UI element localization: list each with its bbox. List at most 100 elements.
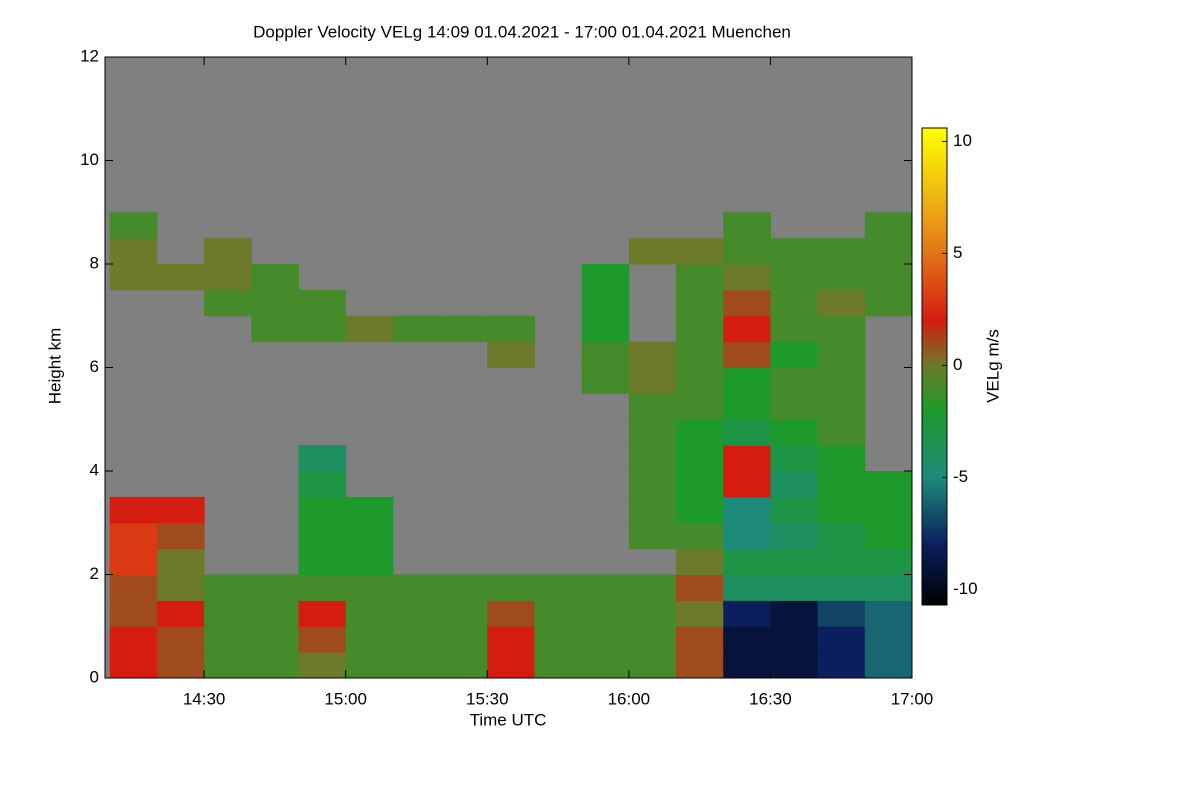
heatmap-cell: [770, 652, 819, 679]
heatmap-cell: [581, 264, 630, 291]
y-tick-label: 6: [90, 357, 99, 376]
heatmap-cell: [817, 471, 866, 498]
heatmap-cell: [817, 496, 866, 524]
heatmap-cell: [345, 315, 394, 343]
heatmap-cell: [109, 574, 158, 601]
heatmap-cell: [534, 574, 583, 601]
heatmap-cell: [676, 548, 724, 575]
heatmap-cell: [864, 238, 913, 265]
heatmap-cell: [817, 289, 866, 317]
colorbar-tick-label: -5: [953, 467, 968, 486]
heatmap-cell: [723, 212, 771, 239]
heatmap-cell: [864, 496, 913, 524]
heatmap-cell: [723, 315, 771, 343]
colorbar-tick-label: 0: [953, 355, 962, 374]
heatmap-cell: [156, 626, 205, 653]
x-tick-label: 16:00: [608, 689, 651, 708]
heatmap-cell: [817, 652, 866, 679]
heatmap-cell: [770, 315, 819, 343]
heatmap-cell: [345, 626, 394, 653]
heatmap-cell: [864, 289, 913, 317]
heatmap-cell: [628, 600, 677, 627]
heatmap-cell: [676, 496, 724, 524]
heatmap-cell: [345, 522, 394, 550]
heatmap-cell: [770, 238, 819, 265]
heatmap-cell: [628, 238, 677, 265]
heatmap-cell: [817, 315, 866, 343]
heatmap-cell: [770, 341, 819, 368]
heatmap-cell: [817, 341, 866, 368]
chart-title: Doppler Velocity VELg 14:09 01.04.2021 -…: [253, 22, 791, 41]
heatmap-cell: [298, 652, 347, 679]
heatmap-cell: [109, 522, 158, 550]
heatmap-cell: [345, 652, 394, 679]
heatmap-cell: [251, 626, 299, 653]
heatmap-cell: [392, 652, 441, 679]
heatmap-cell: [251, 652, 299, 679]
heatmap-cell: [298, 315, 347, 343]
heatmap-cell: [628, 496, 677, 524]
heatmap-cell: [345, 574, 394, 601]
heatmap-cell: [251, 289, 299, 317]
heatmap-cell: [723, 522, 771, 550]
heatmap-cell: [298, 522, 347, 550]
heatmap-cell: [581, 574, 630, 601]
heatmap-cell: [864, 212, 913, 239]
heatmap-cell: [251, 264, 299, 291]
x-tick-label: 14:30: [183, 689, 226, 708]
heatmap-cell: [723, 548, 771, 575]
heatmap-cell: [817, 600, 866, 627]
heatmap-cell: [817, 522, 866, 550]
heatmap-cell: [487, 600, 535, 627]
heatmap-cell: [204, 238, 252, 265]
heatmap-cell: [864, 574, 913, 601]
heatmap-cell: [298, 548, 347, 575]
heatmap-cell: [487, 652, 535, 679]
heatmap-cell: [676, 471, 724, 498]
heatmap-cell: [298, 289, 347, 317]
heatmap-cell: [676, 600, 724, 627]
heatmap-cell: [298, 600, 347, 627]
heatmap-cell: [392, 600, 441, 627]
heatmap-cell: [628, 367, 677, 394]
heatmap-cell: [109, 548, 158, 575]
heatmap-cell: [770, 445, 819, 472]
heatmap-cell: [628, 522, 677, 550]
colorbar-tick-label: -10: [953, 579, 978, 598]
heatmap-cell: [770, 393, 819, 420]
heatmap-cell: [345, 548, 394, 575]
heatmap-cell: [392, 574, 441, 601]
heatmap-cell: [723, 367, 771, 394]
heatmap-cell: [156, 522, 205, 550]
heatmap-cell: [581, 600, 630, 627]
heatmap-cell: [676, 367, 724, 394]
heatmap-cell: [345, 600, 394, 627]
heatmap-cell: [723, 496, 771, 524]
x-axis-title: Time UTC: [470, 710, 547, 729]
heatmap-cell: [864, 548, 913, 575]
colorbar: [921, 127, 948, 606]
heatmap-cell: [156, 496, 205, 524]
heatmap-cell: [298, 626, 347, 653]
heatmap-cell: [864, 652, 913, 679]
heatmap-cell: [581, 367, 630, 394]
y-axis-title: Height km: [45, 328, 64, 405]
heatmap-cell: [298, 496, 347, 524]
heatmap-cell: [628, 652, 677, 679]
heatmap-cell: [770, 264, 819, 291]
heatmap-cell: [440, 315, 488, 343]
heatmap-cell: [676, 393, 724, 420]
heatmap-cell: [770, 574, 819, 601]
heatmap-cell: [628, 626, 677, 653]
heatmap-cell: [676, 626, 724, 653]
heatmap-cell: [770, 496, 819, 524]
heatmap-cell: [581, 626, 630, 653]
heatmap-cell: [487, 574, 535, 601]
heatmap-cell: [817, 238, 866, 265]
heatmap-cell: [864, 264, 913, 291]
heatmap-cell: [676, 289, 724, 317]
x-tick-label: 17:00: [891, 689, 934, 708]
heatmap-cell: [676, 419, 724, 446]
heatmap-cell: [723, 471, 771, 498]
